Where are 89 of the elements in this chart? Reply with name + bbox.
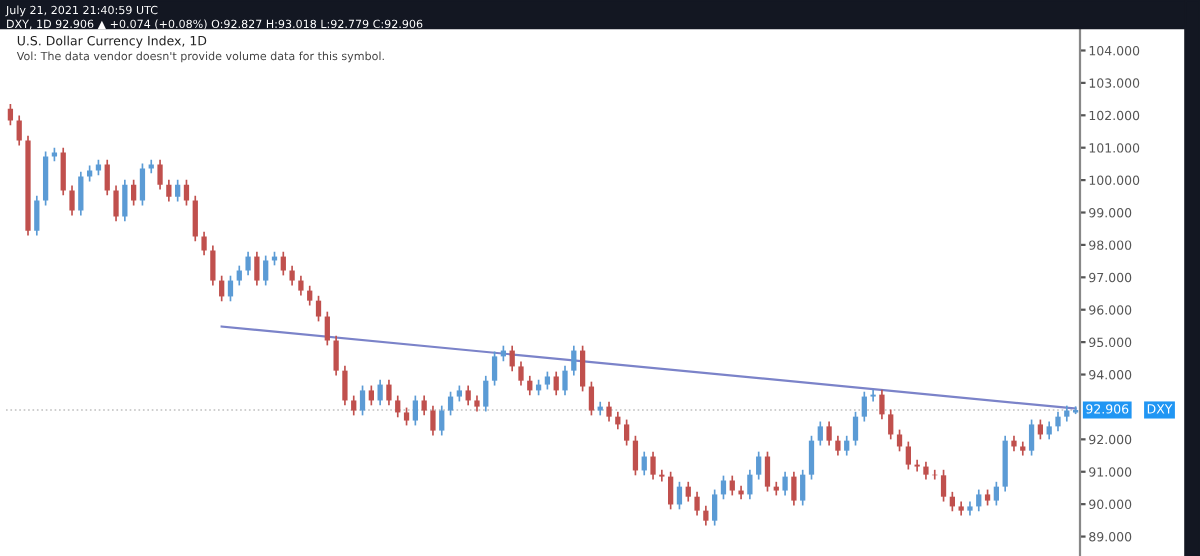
candlestick	[263, 254, 269, 287]
candlestick	[588, 380, 595, 417]
candlestick	[905, 440, 911, 471]
candlestick	[756, 450, 762, 481]
candlestick	[113, 184, 119, 223]
candlestick	[914, 458, 920, 473]
candlestick	[42, 150, 49, 207]
candlestick	[668, 470, 674, 511]
candlestick	[34, 194, 40, 237]
candlestick	[518, 360, 524, 387]
candlestick	[826, 420, 832, 447]
candlestick	[844, 434, 850, 457]
candlestick	[747, 468, 753, 501]
candlestick	[351, 394, 357, 417]
candlestick	[782, 470, 788, 497]
candlestick	[395, 394, 401, 419]
candlestick	[104, 158, 110, 197]
candlestick	[896, 428, 903, 453]
candlestick	[703, 504, 709, 527]
candlestick	[368, 384, 374, 407]
candlestick	[579, 344, 586, 393]
candlestick	[491, 350, 498, 387]
candlestick	[685, 480, 691, 503]
candlestick	[976, 488, 982, 513]
candlestick	[122, 178, 128, 223]
candlestick	[1028, 418, 1035, 457]
candlestick	[386, 378, 392, 407]
candlestick	[659, 468, 665, 483]
candlestick	[342, 364, 348, 407]
candlestick	[694, 491, 700, 517]
candlestick	[729, 474, 735, 497]
candlestick	[465, 384, 471, 407]
candlestick	[447, 390, 454, 417]
candlestick	[632, 434, 639, 477]
candlestick	[852, 410, 859, 447]
candlestick	[254, 250, 260, 287]
candlestick	[236, 264, 242, 287]
candlestick	[808, 434, 815, 481]
candlestick	[69, 184, 75, 217]
candlestick	[175, 178, 181, 203]
candlestick	[993, 480, 1000, 507]
candlestick	[650, 450, 656, 481]
candlestick	[1055, 410, 1061, 433]
candlestick	[623, 418, 630, 447]
candlestick	[78, 170, 84, 217]
candlestick	[245, 250, 251, 277]
candlestick	[298, 274, 304, 297]
candlestick	[764, 450, 771, 493]
candlestick	[307, 284, 313, 307]
candlestick	[421, 394, 427, 417]
candlestick	[870, 388, 876, 403]
candlestick	[712, 488, 718, 527]
candlestick	[483, 374, 489, 413]
candlestick	[412, 394, 418, 427]
candlestick	[166, 178, 172, 203]
candlestick	[315, 294, 322, 323]
candlestick	[606, 400, 612, 423]
candlestick	[879, 388, 885, 421]
candlestick	[791, 470, 797, 507]
candlestick	[940, 468, 947, 503]
candlestick	[377, 378, 383, 407]
candlestick	[562, 364, 568, 397]
candlestick	[861, 390, 867, 423]
candlestick	[289, 264, 295, 287]
candlestick	[676, 480, 683, 511]
candlestick	[60, 146, 66, 197]
candlestick	[192, 194, 198, 243]
candlestick	[139, 162, 146, 207]
candlestick	[835, 434, 841, 457]
candlestick	[571, 344, 577, 377]
candlestick	[201, 230, 207, 257]
candlestick	[817, 420, 823, 447]
candlestick	[800, 468, 806, 507]
candlestick	[210, 244, 216, 287]
candlestick	[430, 404, 436, 437]
candlestick	[359, 384, 366, 417]
candlestick	[131, 178, 137, 207]
candlestick	[439, 404, 445, 437]
candlestick	[553, 370, 559, 397]
candlestick	[1002, 434, 1008, 493]
candlestick	[280, 250, 286, 277]
candlestick	[183, 178, 190, 207]
candlestick	[324, 310, 330, 347]
candlestick	[333, 334, 339, 377]
candlestick	[888, 408, 894, 441]
candlestick	[16, 114, 22, 147]
candlestick	[720, 474, 727, 501]
candlestick	[157, 158, 163, 191]
candlestick	[1037, 418, 1044, 441]
